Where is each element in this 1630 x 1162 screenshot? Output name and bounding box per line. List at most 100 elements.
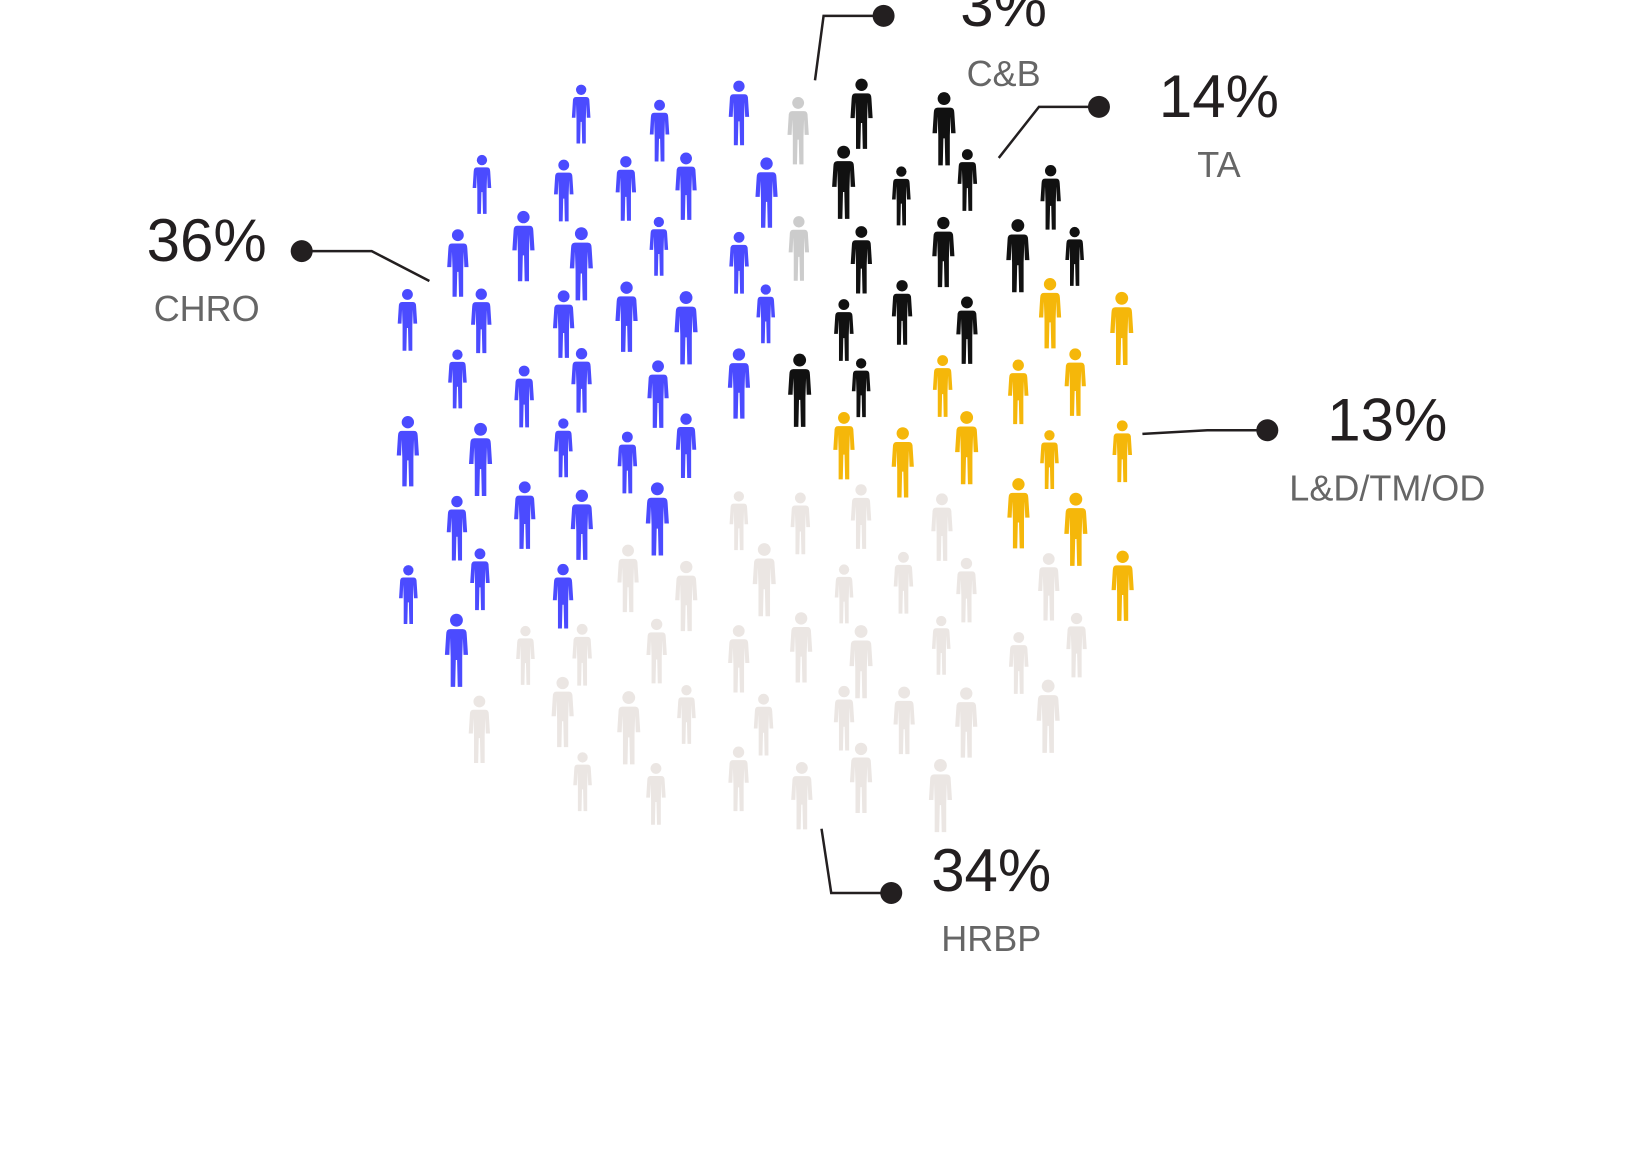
person-icon: [468, 695, 490, 764]
person-icon: [677, 685, 696, 744]
person-icon: [396, 416, 419, 487]
person-icon: [932, 92, 956, 166]
slice-value-label: 36%: [147, 207, 267, 274]
person-icon: [1066, 612, 1087, 678]
person-icon: [790, 492, 811, 555]
person-icon: [675, 152, 697, 220]
person-icon: [1036, 679, 1060, 753]
person-icon: [957, 149, 978, 211]
person-icon: [1006, 219, 1030, 293]
person-icon: [955, 411, 979, 485]
person-icon: [728, 746, 749, 812]
slice-value-label: 13%: [1327, 386, 1447, 453]
person-icon: [893, 551, 914, 614]
person-icon: [615, 156, 637, 221]
person-icon: [787, 96, 809, 165]
person-icon: [649, 99, 670, 162]
person-icon: [833, 411, 855, 480]
person-icon: [931, 493, 953, 561]
person-icon: [956, 296, 978, 364]
person-icon: [572, 623, 592, 686]
person-icon: [397, 288, 418, 351]
person-icon: [931, 615, 951, 675]
person-icon: [514, 481, 536, 549]
person-icon: [729, 491, 749, 551]
person-icon: [833, 685, 855, 751]
slice-category-label: C&B: [967, 53, 1041, 94]
person-icon: [834, 299, 854, 361]
person-icon: [554, 159, 574, 222]
person-icon: [728, 80, 750, 146]
person-icon: [1064, 492, 1088, 566]
person-icon: [727, 348, 751, 419]
person-icon: [675, 560, 698, 632]
leader-line: [820, 828, 892, 895]
person-icon: [791, 761, 813, 830]
person-icon: [850, 226, 872, 294]
person-icon: [471, 288, 492, 354]
person-icon: [955, 687, 978, 758]
person-icon: [573, 752, 592, 812]
leader-line: [1142, 429, 1268, 436]
person-icon: [553, 290, 575, 358]
slice-category-label: L&D/TM/OD: [1289, 467, 1485, 508]
person-icon: [753, 693, 774, 756]
person-icon: [790, 612, 813, 683]
person-icon: [1038, 553, 1060, 621]
person-icon: [646, 618, 667, 684]
person-icon: [849, 742, 873, 814]
person-icon: [756, 284, 776, 344]
person-icon: [674, 291, 698, 365]
person-icon: [893, 686, 915, 755]
leader-dot: [1256, 419, 1279, 442]
person-icon: [1038, 278, 1062, 349]
slice-value-label: 3%: [960, 0, 1047, 39]
person-icon: [570, 489, 593, 560]
leader-line: [997, 105, 1099, 159]
person-icon: [834, 564, 854, 624]
person-icon: [788, 353, 812, 427]
person-icon: [1112, 420, 1132, 483]
person-icon: [399, 565, 418, 625]
people-icons: [396, 78, 1134, 833]
person-icon: [1009, 632, 1029, 694]
person-icon: [932, 216, 955, 288]
person-icon: [1007, 478, 1030, 549]
person-icon: [647, 360, 669, 428]
person-icon: [1040, 430, 1059, 490]
person-icon: [891, 280, 913, 345]
person-icon: [1110, 291, 1134, 366]
person-icon: [1111, 550, 1134, 621]
person-icon: [571, 84, 591, 144]
slice-category-label: TA: [1197, 144, 1240, 185]
person-icon: [554, 418, 573, 478]
person-icon: [447, 229, 469, 297]
person-icon: [514, 365, 534, 428]
leader-line: [813, 14, 884, 81]
person-icon: [755, 157, 778, 228]
person-icon: [891, 427, 914, 498]
person-icon: [932, 355, 953, 417]
person-icon: [617, 431, 638, 494]
person-icon: [675, 413, 697, 479]
leader-dot: [1087, 95, 1110, 118]
callouts: 14% TA 13% L&D/TM/OD 34% HRBP 36% CHRO 3% C&B: [147, 0, 1486, 959]
slice-value-label: 34%: [931, 837, 1051, 904]
leader-dot: [290, 240, 313, 263]
person-icon: [516, 625, 535, 685]
slice-category-label: HRBP: [941, 918, 1041, 959]
person-icon: [646, 762, 666, 825]
person-icon: [752, 543, 776, 617]
person-icon: [1040, 165, 1061, 230]
person-icon: [645, 482, 669, 556]
person-icon: [851, 358, 871, 418]
person-icon: [512, 210, 535, 282]
slice-category-label: CHRO: [154, 288, 260, 329]
person-icon: [552, 563, 574, 629]
leader-line: [301, 249, 430, 283]
person-icon: [928, 758, 952, 833]
person-icon: [615, 281, 638, 352]
person-icon: [850, 78, 873, 149]
